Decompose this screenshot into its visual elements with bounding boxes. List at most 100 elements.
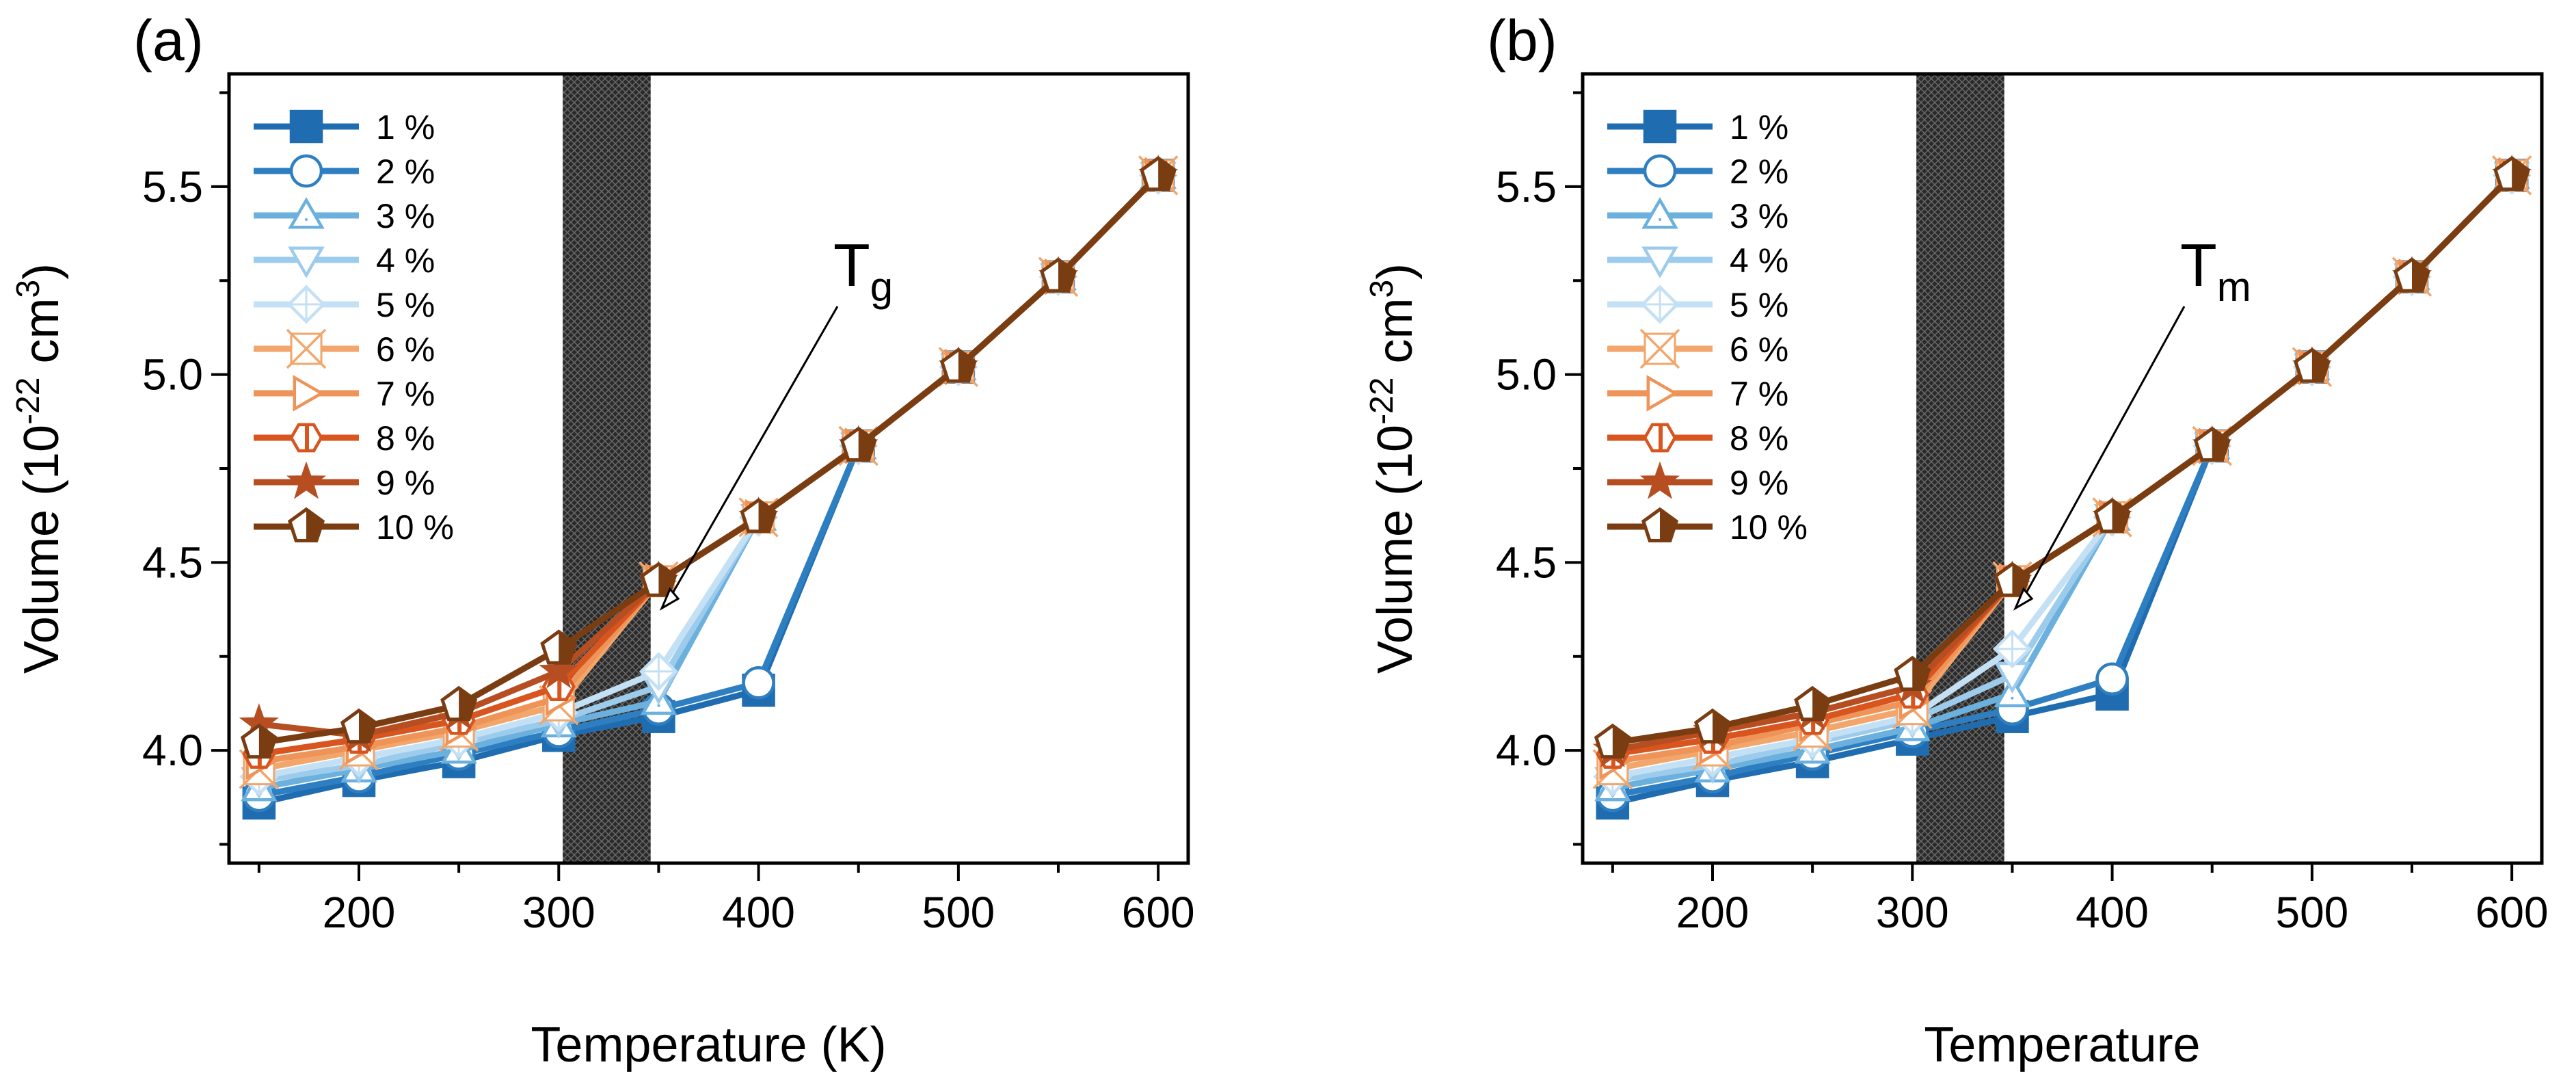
data-point [1140,156,1177,192]
chart-panel-b: (b) Tm 200 300 400 500 600 4.0 4.5 5.0 5.5 Temperat… [1364,8,2549,1072]
legend-label: 5 % [1730,286,1788,324]
y-label-close: ) [14,263,69,280]
panel-label: (b) [1487,8,1557,72]
marker-half [2412,259,2428,291]
legend-item: 1 % [254,108,435,146]
legend-marker [288,246,325,278]
marker-shape [539,650,579,689]
annotation-text: T [833,231,870,299]
x-tick-label: 200 [1676,888,1749,937]
marker-half [1812,687,1829,720]
annotation-arrowhead [659,587,680,611]
marker-half [1659,424,1663,451]
legend-item: 2 % [254,153,435,191]
legend-label: 3 % [1730,197,1788,235]
legend-item: 4 % [254,241,435,280]
annotation-subscript: g [870,264,893,310]
data-point [2093,498,2131,533]
legend-label: 10 % [1730,508,1808,546]
legend-item: 2 % [1607,153,1788,191]
legend: 1 % 2 % 3 % 4 % 5 % 6 % 7 % 8 % 9 % 10 % [1607,108,1808,546]
y-axis-label: Volume (10-22 cm3) [10,263,69,674]
chart-panel-a: (a) Tg 200 300 400 500 600 4.0 4.5 5.0 5.5 Temperat… [10,8,1195,1072]
legend-marker [286,328,327,369]
legend-marker [1643,423,1677,453]
legend-marker [1641,507,1679,542]
marker-shape [289,154,323,188]
data-point [1992,629,2032,669]
marker-cross [1645,289,1675,319]
legend-label: 10 % [376,508,454,546]
x-tick-label: 600 [2476,888,2549,937]
legend-item: 3 % [254,197,435,235]
annotation-arrowhead [2013,587,2034,611]
marker-cross [291,289,321,319]
marker-half [758,500,775,531]
legend-label: 9 % [376,464,435,502]
data-point [2293,347,2331,383]
y-axis-label: Volume (10-22 cm3) [1364,263,1423,674]
legend-item: 8 % [1607,419,1788,458]
marker-half [2512,158,2529,189]
x-tick-label: 300 [522,888,595,937]
legend-marker [1643,154,1677,188]
legend-marker [1646,375,1678,412]
legend-marker [289,423,323,453]
data-point [939,347,977,383]
marker-shape [288,197,325,229]
marker-half [305,424,309,451]
legend-label: 4 % [376,241,435,280]
marker-half [459,687,476,720]
marker-half [1660,509,1676,541]
legend-marker [286,285,326,324]
marker-shape [1641,197,1678,229]
legend-marker [288,197,325,229]
data-point [2493,156,2531,192]
y-label-unit-exponent: 3 [10,280,46,298]
data-point [740,498,777,533]
marker-half [557,672,562,700]
x-tick-label: 200 [323,888,396,937]
data-point [1594,723,1631,759]
legend-label: 1 % [1730,108,1788,146]
marker-half [1612,725,1629,757]
panel-label: (a) [133,8,204,72]
data-point [240,723,278,759]
marker-shape [1643,109,1677,144]
legend-marker [289,109,323,144]
legend-label: 8 % [376,419,435,458]
legend-item: 7 % [254,375,435,413]
marker-half [358,710,375,742]
legend: 1 % 2 % 3 % 4 % 5 % 6 % 7 % 8 % 9 % 10 % [254,108,454,546]
x-tick-label: 500 [2275,888,2348,937]
legend-item: 3 % [1607,197,1788,235]
annotation-line [2021,306,2186,601]
x-tick-label: 400 [2076,888,2149,937]
data-point [440,685,478,722]
marker-dot [2011,696,2014,700]
legend-label: 5 % [376,286,435,324]
annotation-label: Tg [833,231,893,310]
marker-shape [286,461,327,499]
marker-cross [1997,633,2028,664]
legend-marker [1639,328,1680,369]
data-point [1894,655,1931,691]
x-tick-label: 400 [722,888,795,937]
marker-half [1158,158,1175,189]
series-line [258,173,1161,746]
y-tick-label: 4.0 [1496,726,1557,775]
y-tick-label: 5.5 [1496,162,1557,211]
data-point [1039,257,1077,293]
marker-cross [1639,328,1680,369]
marker-cross [286,328,327,369]
data-point [2393,257,2431,293]
marker-half [958,349,975,382]
x-axis-label: Temperature (K) [531,1018,886,1072]
legend-label: 4 % [1730,241,1788,280]
legend-label: 9 % [1730,464,1788,502]
legend-label: 8 % [1730,419,1788,458]
marker-shape [1641,246,1678,278]
marker-half [306,509,323,541]
y-tick-label: 5.0 [142,350,203,399]
